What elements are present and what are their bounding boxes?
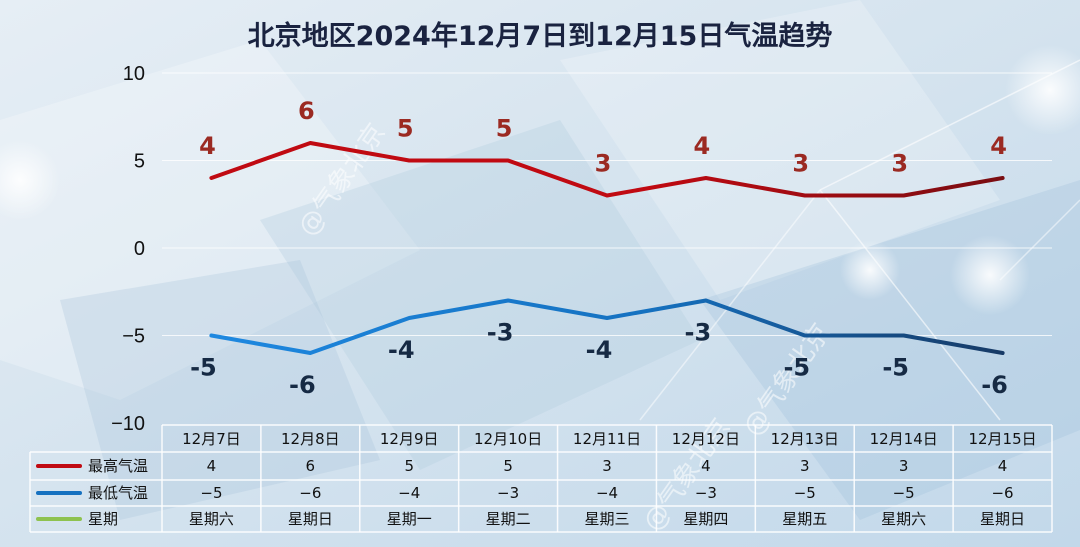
data-label-high: 4 [694,132,711,160]
y-tick-label: 10 [123,63,145,85]
table-cell: 星期二 [486,510,531,528]
data-label-high: 5 [496,115,513,143]
data-label-high: 3 [792,150,809,178]
chart-title: 北京地区2024年12月7日到12月15日气温趋势 [247,21,833,52]
data-label-high: 6 [298,97,315,125]
table-cell: 4 [207,457,217,475]
table-cell: −5 [200,484,222,502]
data-label-low: -4 [586,336,613,364]
table-cell: −4 [398,484,420,502]
table-cell: −5 [893,484,915,502]
legend-high-label: 最高气温 [88,457,148,475]
data-label-high: 3 [595,150,612,178]
x-category-label: 12月7日 [182,430,241,448]
data-label-low: -4 [388,336,415,364]
table-cell: 星期三 [584,510,629,528]
y-tick-label: −5 [122,326,145,348]
table-cell: 4 [701,457,711,475]
data-label-high: 3 [891,150,908,178]
table-cell: −3 [497,484,519,502]
data-label-low: -6 [981,371,1008,399]
table-cell: 星期日 [288,510,333,528]
table-cell: 星期六 [189,510,234,528]
table-cell: 星期四 [683,510,728,528]
table-cell: 4 [998,457,1008,475]
series-line-low [209,298,1005,355]
table-cell: 5 [404,457,414,475]
x-category-label: 12月13日 [771,430,839,448]
y-tick-label: −10 [111,413,145,435]
x-category-label: 12月14日 [870,430,938,448]
x-category-label: 12月15日 [968,430,1036,448]
x-category-label: 12月8日 [281,430,340,448]
data-label-high: 4 [990,132,1007,160]
table-cell: −6 [299,484,321,502]
table-cell: 3 [602,457,612,475]
data-label-low: -3 [685,319,712,347]
data-label-low: -3 [487,319,514,347]
table-cell: 星期一 [387,510,432,528]
table-cell: 3 [899,457,909,475]
y-tick-label: 0 [134,238,145,260]
table-cell: −4 [596,484,618,502]
table-cell: −6 [991,484,1013,502]
x-category-label: 12月9日 [380,430,439,448]
table-cell: −5 [794,484,816,502]
table-cell: 5 [503,457,513,475]
x-category-label: 12月10日 [474,430,542,448]
data-label-low: -6 [289,371,316,399]
table-cell: 6 [306,457,316,475]
y-tick-label: 5 [134,151,145,173]
table-cell: 星期五 [782,510,827,528]
table-cell: −3 [695,484,717,502]
data-label-high: 5 [397,115,414,143]
x-category-label: 12月12日 [672,430,740,448]
x-category-label: 12月11日 [573,430,641,448]
table-cell: 3 [800,457,810,475]
data-label-low: -5 [783,354,810,382]
series-line-high [209,141,1005,198]
legend-weekday-label: 星期 [88,510,118,528]
legend-low-label: 最低气温 [88,484,148,502]
data-label-high: 4 [199,132,216,160]
data-label-low: -5 [882,354,909,382]
data-label-low: -5 [190,354,217,382]
table-cell: 星期日 [980,510,1025,528]
table-cell: 星期六 [881,510,926,528]
